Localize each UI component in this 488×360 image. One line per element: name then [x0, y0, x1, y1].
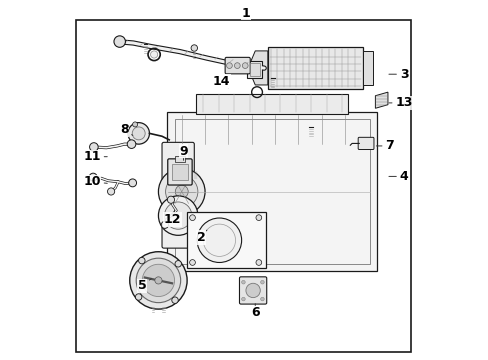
Circle shape — [171, 297, 178, 303]
Text: 14: 14 — [212, 75, 229, 89]
Circle shape — [89, 143, 98, 151]
Circle shape — [167, 196, 174, 203]
Circle shape — [260, 297, 264, 301]
Bar — [174, 119, 369, 264]
Text: 10: 10 — [83, 175, 107, 188]
Circle shape — [136, 258, 180, 303]
Text: 5: 5 — [138, 279, 151, 292]
Circle shape — [158, 196, 198, 235]
Text: 13: 13 — [388, 96, 412, 109]
FancyBboxPatch shape — [167, 159, 192, 185]
Circle shape — [175, 185, 188, 198]
Polygon shape — [167, 112, 376, 271]
Circle shape — [255, 215, 261, 221]
Bar — [187, 212, 265, 268]
Circle shape — [197, 218, 241, 262]
Text: 12: 12 — [163, 211, 181, 226]
Circle shape — [245, 283, 260, 298]
Circle shape — [107, 188, 115, 195]
Bar — [247, 60, 262, 78]
Bar — [362, 51, 372, 85]
Circle shape — [260, 280, 264, 284]
Bar — [174, 156, 185, 162]
Circle shape — [150, 51, 158, 58]
Circle shape — [132, 122, 137, 127]
Circle shape — [164, 202, 191, 229]
Circle shape — [132, 127, 145, 140]
Circle shape — [191, 45, 197, 51]
Circle shape — [234, 63, 240, 68]
Circle shape — [127, 140, 136, 148]
Text: 2: 2 — [197, 230, 206, 244]
Circle shape — [138, 257, 145, 264]
Bar — [249, 63, 260, 76]
Circle shape — [128, 179, 136, 187]
Text: 3: 3 — [388, 68, 407, 81]
Circle shape — [189, 260, 195, 265]
Bar — [196, 94, 348, 114]
Circle shape — [161, 221, 168, 228]
FancyBboxPatch shape — [239, 277, 266, 304]
Circle shape — [89, 173, 97, 181]
Circle shape — [189, 215, 195, 221]
Text: 1: 1 — [242, 7, 250, 20]
Bar — [267, 47, 362, 89]
FancyBboxPatch shape — [224, 57, 250, 74]
Polygon shape — [375, 92, 387, 108]
Circle shape — [241, 297, 244, 301]
Circle shape — [165, 176, 198, 208]
Text: 6: 6 — [250, 304, 259, 319]
Polygon shape — [247, 51, 267, 85]
Text: 9: 9 — [179, 145, 187, 160]
Text: 4: 4 — [388, 170, 407, 183]
Circle shape — [175, 261, 181, 267]
Bar — [172, 164, 187, 180]
Circle shape — [129, 252, 187, 309]
Circle shape — [114, 36, 125, 47]
Circle shape — [155, 277, 162, 284]
Circle shape — [158, 168, 204, 215]
Text: 7: 7 — [376, 139, 393, 152]
Circle shape — [255, 260, 261, 265]
FancyBboxPatch shape — [162, 142, 194, 248]
Circle shape — [135, 294, 142, 300]
FancyBboxPatch shape — [357, 137, 373, 149]
Circle shape — [242, 63, 247, 68]
Circle shape — [226, 63, 232, 68]
Text: 11: 11 — [83, 150, 107, 163]
Circle shape — [142, 264, 174, 297]
Text: 8: 8 — [120, 123, 133, 136]
Circle shape — [128, 123, 149, 144]
Circle shape — [241, 280, 244, 284]
